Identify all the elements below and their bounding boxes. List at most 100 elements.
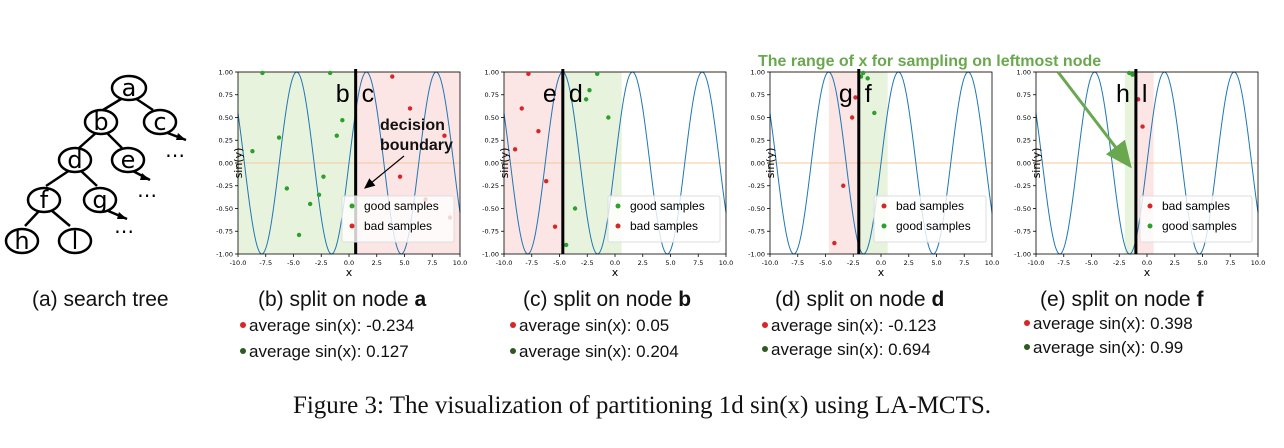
- x-tick-label: -7.5: [1057, 259, 1070, 267]
- y-axis-label: sin(y): [232, 148, 245, 179]
- bad-sample-point: [536, 128, 541, 134]
- sin-curve: [1035, 71, 1259, 255]
- bad-sample-point: [832, 240, 837, 246]
- legend-marker-good: [349, 203, 355, 209]
- plot-panel-b: -10.0 -7.5 -5.0 -2.5 0.0 2.5 5.0 7.5 10.0 1.00 0.7…: [216, 68, 467, 279]
- y-tick-label: 0.25: [219, 137, 233, 145]
- y-tick-label: -0.75: [216, 228, 233, 236]
- good-sample-point: [872, 110, 877, 116]
- x-tick-label: 10.0: [1251, 259, 1265, 267]
- legend-marker-bad: [1147, 203, 1153, 209]
- legend-label-good: good samples: [364, 199, 439, 213]
- y-tick-label: -0.50: [482, 205, 499, 213]
- y-tick-label: 0.00: [485, 159, 499, 167]
- x-tick-label: 7.5: [427, 259, 437, 267]
- y-tick-label: 0.25: [485, 137, 499, 145]
- bad-sample-point: [552, 224, 558, 229]
- x-tick-label: -10.0: [496, 259, 513, 267]
- x-tick-label: 10.0: [453, 259, 467, 267]
- tree-node-e: e: [121, 146, 136, 174]
- good-sample-point: [865, 76, 870, 81]
- y-tick-label: -0.25: [1014, 182, 1031, 190]
- good-sample-point: [1127, 70, 1132, 76]
- good-sample-point: [563, 242, 569, 248]
- good-sample-point: [583, 97, 589, 102]
- y-tick-label: 0.75: [1017, 91, 1031, 99]
- region-label-d: d: [569, 80, 583, 108]
- tree-caption: (a) search tree: [32, 288, 169, 311]
- plot-panel-c: -10.0 -7.5 -5.0 -2.5 0.0 2.5 5.0 7.5 10.0 1.00 0.7…: [482, 68, 733, 279]
- y-tick-label: 0.00: [751, 159, 765, 167]
- decision-boundary-arrow: [364, 155, 405, 189]
- good-sample-point: [606, 115, 611, 120]
- y-tick-label: -0.75: [1014, 228, 1031, 236]
- x-tick-label: -2.5: [847, 259, 860, 267]
- legend-label-good: good samples: [630, 199, 705, 213]
- decision-boundary-line1: decision: [380, 117, 445, 134]
- y-tick-label: -0.50: [216, 205, 233, 213]
- y-tick-label: -0.75: [748, 228, 765, 236]
- good-sample-point: [250, 148, 255, 154]
- x-tick-label: 2.5: [372, 259, 382, 267]
- good-sample-point: [296, 232, 302, 238]
- x-tick-label: -5.0: [553, 259, 566, 267]
- y-tick-label: 0.25: [751, 137, 765, 145]
- bad-sample-point: [512, 147, 518, 152]
- x-tick-label: 2.5: [904, 259, 914, 267]
- tree-ellipsis-2: ⋯: [137, 183, 157, 207]
- panel-caption-d: (d) split on node d: [775, 288, 945, 311]
- legend-box: [1139, 195, 1253, 243]
- x-tick-label: -5.0: [1085, 259, 1098, 267]
- legend-label-bad: bad samples: [364, 219, 432, 233]
- tree-node-c: c: [153, 108, 166, 136]
- region-label-c: c: [362, 80, 375, 108]
- y-tick-label: 0.75: [485, 91, 499, 99]
- x-tick-label: 0.0: [344, 259, 354, 267]
- x-tick-label: 2.5: [1170, 259, 1180, 267]
- x-tick-label: 7.5: [693, 259, 703, 267]
- legend-box: [607, 195, 721, 243]
- legend-marker-bad: [881, 203, 887, 209]
- stat-d-good: average sin(x): 0.694: [762, 340, 931, 360]
- legend-marker-good: [881, 223, 887, 229]
- y-tick-label: 0.50: [1017, 114, 1031, 122]
- tree-node-g: g: [92, 186, 107, 214]
- legend-label-bad: bad samples: [896, 199, 964, 213]
- stat-e-good: average sin(x): 0.99: [1024, 338, 1183, 358]
- panel-caption-c: (c) split on node b: [523, 288, 692, 311]
- y-tick-label: 0.00: [219, 159, 233, 167]
- bad-sample-point: [543, 179, 549, 184]
- y-tick-label: 1.00: [219, 68, 233, 76]
- x-tick-label: 5.0: [1197, 259, 1207, 267]
- y-tick-label: 1.00: [751, 68, 765, 76]
- sin-curve: [503, 71, 727, 255]
- tree-node-l: l: [72, 227, 79, 255]
- x-tick-label: -10.0: [762, 259, 779, 267]
- legend-marker-good: [615, 203, 621, 209]
- y-tick-label: -0.25: [482, 182, 499, 190]
- x-tick-label: -7.5: [791, 259, 804, 267]
- figure-caption: Figure 3: The visualization of partition…: [292, 392, 992, 419]
- x-tick-label: 5.0: [665, 259, 675, 267]
- bad-sample-point: [841, 183, 846, 188]
- legend-label-bad: bad samples: [1162, 199, 1230, 213]
- good-sample-point: [321, 174, 326, 179]
- decision-boundary-line2: boundary: [380, 137, 453, 154]
- good-sample-point: [340, 118, 345, 123]
- good-sample-point: [307, 201, 313, 207]
- good-sample-point: [595, 71, 600, 77]
- range-arrow: [1056, 71, 1132, 169]
- y-axis-label: sin(y): [764, 148, 777, 179]
- tree-node-f: f: [40, 186, 49, 214]
- legend-marker-good: [1147, 223, 1153, 229]
- x-tick-label: -10.0: [230, 259, 247, 267]
- legend-label-bad: bad samples: [630, 219, 698, 233]
- good-sample-point: [284, 186, 290, 191]
- x-axis-label: x: [1144, 266, 1151, 279]
- good-sample-point: [276, 135, 282, 140]
- y-tick-label: -0.25: [748, 182, 765, 190]
- x-tick-label: -2.5: [1113, 259, 1126, 267]
- bad-sample-point: [407, 106, 413, 111]
- y-tick-label: 1.00: [1017, 68, 1031, 76]
- y-tick-label: -1.00: [482, 250, 499, 258]
